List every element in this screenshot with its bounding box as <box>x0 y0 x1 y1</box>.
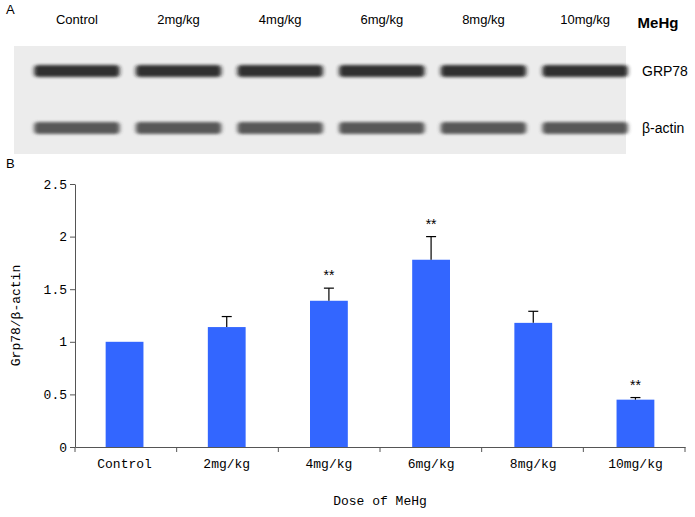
x-tick: 10mg/kg <box>608 447 663 472</box>
band-label: GRP78 <box>642 63 688 79</box>
bar <box>412 260 450 447</box>
y-tick-mark <box>70 447 75 448</box>
blot-row <box>34 65 628 77</box>
blot-band <box>542 65 628 77</box>
y-axis: 0 0.5 1 1.5 2 2.5 <box>44 178 76 456</box>
error-bar-cap <box>630 397 640 398</box>
error-bar-stem <box>533 311 534 323</box>
plot-area <box>106 237 655 447</box>
x-tick-label: 6mg/kg <box>408 457 455 472</box>
bar <box>617 400 655 447</box>
blot-band <box>34 122 120 134</box>
x-tick-label: 4mg/kg <box>306 457 353 472</box>
x-tick: 6mg/kg <box>408 447 455 472</box>
lane-label: 8mg/kg <box>462 12 505 27</box>
y-tick-label: 1.5 <box>44 283 67 298</box>
error-bar-stem <box>430 237 431 260</box>
blot-band <box>136 122 222 134</box>
blot-band <box>441 122 527 134</box>
error-bar-cap <box>528 311 538 312</box>
x-separator <box>583 447 584 452</box>
x-tick-label: 8mg/kg <box>510 457 557 472</box>
x-tick: 2mg/kg <box>203 447 250 472</box>
y-tick-mark <box>70 289 75 290</box>
y-tick-label: 2 <box>59 230 67 245</box>
panel-label: B <box>6 156 15 171</box>
x-tick: Control <box>97 447 152 472</box>
y-tick-label: 1 <box>59 335 67 350</box>
significance: ** <box>323 267 334 283</box>
panel-label: A <box>6 2 15 17</box>
error-bar <box>630 398 640 400</box>
x-separator <box>75 447 76 452</box>
x-axis-title: Dose of MeHg <box>333 494 427 509</box>
figure: A Control 2mg/kg 4mg/kg 6mg/kg 8mg/kg 10mg/kg M… <box>0 0 695 517</box>
y-tick: 2.5 <box>44 178 75 193</box>
y-tick-mark <box>70 342 75 343</box>
x-tick: 8mg/kg <box>510 447 557 472</box>
blot-band <box>34 65 120 77</box>
y-tick: 1.5 <box>44 283 75 298</box>
bar <box>514 323 552 447</box>
blot-band <box>441 65 527 77</box>
blot-band <box>237 65 323 77</box>
y-tick-mark <box>70 237 75 238</box>
y-axis-title: Grp78/β-actin <box>9 265 24 366</box>
significance: ** <box>426 216 437 232</box>
blot-band <box>542 122 628 134</box>
bar <box>106 342 144 447</box>
x-separator <box>685 447 686 452</box>
x-tick-label: Control <box>97 457 152 472</box>
y-tick-label: 0 <box>59 441 67 456</box>
x-separator <box>380 447 381 452</box>
y-tick: 2 <box>59 230 75 245</box>
error-bar-cap <box>426 236 436 237</box>
blot-band <box>339 65 425 77</box>
bar <box>208 327 246 447</box>
y-tick: 0.5 <box>44 388 75 403</box>
blot-background <box>14 46 626 154</box>
treatment-label: MeHg <box>638 14 679 31</box>
bar <box>310 301 348 447</box>
lane-label: 10mg/kg <box>560 12 610 27</box>
significance: ** <box>630 377 641 393</box>
y-tick-mark <box>70 394 75 395</box>
error-bar <box>324 288 334 301</box>
y-axis-line <box>75 185 76 448</box>
lane-label: 4mg/kg <box>259 12 302 27</box>
lane-label: 2mg/kg <box>157 12 200 27</box>
y-tick-label: 2.5 <box>44 178 67 193</box>
x-separator <box>481 447 482 452</box>
error-bar-stem <box>328 288 329 301</box>
x-separator <box>278 447 279 452</box>
blot-band <box>237 122 323 134</box>
x-tick-label: 10mg/kg <box>608 457 663 472</box>
error-bar <box>426 237 436 260</box>
band-label: β-actin <box>642 120 684 136</box>
x-separator <box>176 447 177 452</box>
error-bar <box>528 311 538 323</box>
blot-band <box>339 122 425 134</box>
error-bar <box>222 317 232 328</box>
error-bar-stem <box>226 317 227 328</box>
y-tick-label: 0.5 <box>44 388 67 403</box>
error-bar-cap <box>222 316 232 317</box>
lane-label: 6mg/kg <box>361 12 404 27</box>
x-axis: Control 2mg/kg 4mg/kg 6mg/kg 8mg/kg 10mg/kg <box>76 447 686 472</box>
blot-row <box>34 122 628 134</box>
y-tick: 0 <box>59 441 75 456</box>
error-bar-cap <box>324 288 334 289</box>
x-tick: 4mg/kg <box>306 447 353 472</box>
blot-band <box>136 65 222 77</box>
y-tick-mark <box>70 184 75 185</box>
lane-label: Control <box>56 12 98 27</box>
y-tick: 1 <box>59 335 75 350</box>
x-tick-label: 2mg/kg <box>203 457 250 472</box>
